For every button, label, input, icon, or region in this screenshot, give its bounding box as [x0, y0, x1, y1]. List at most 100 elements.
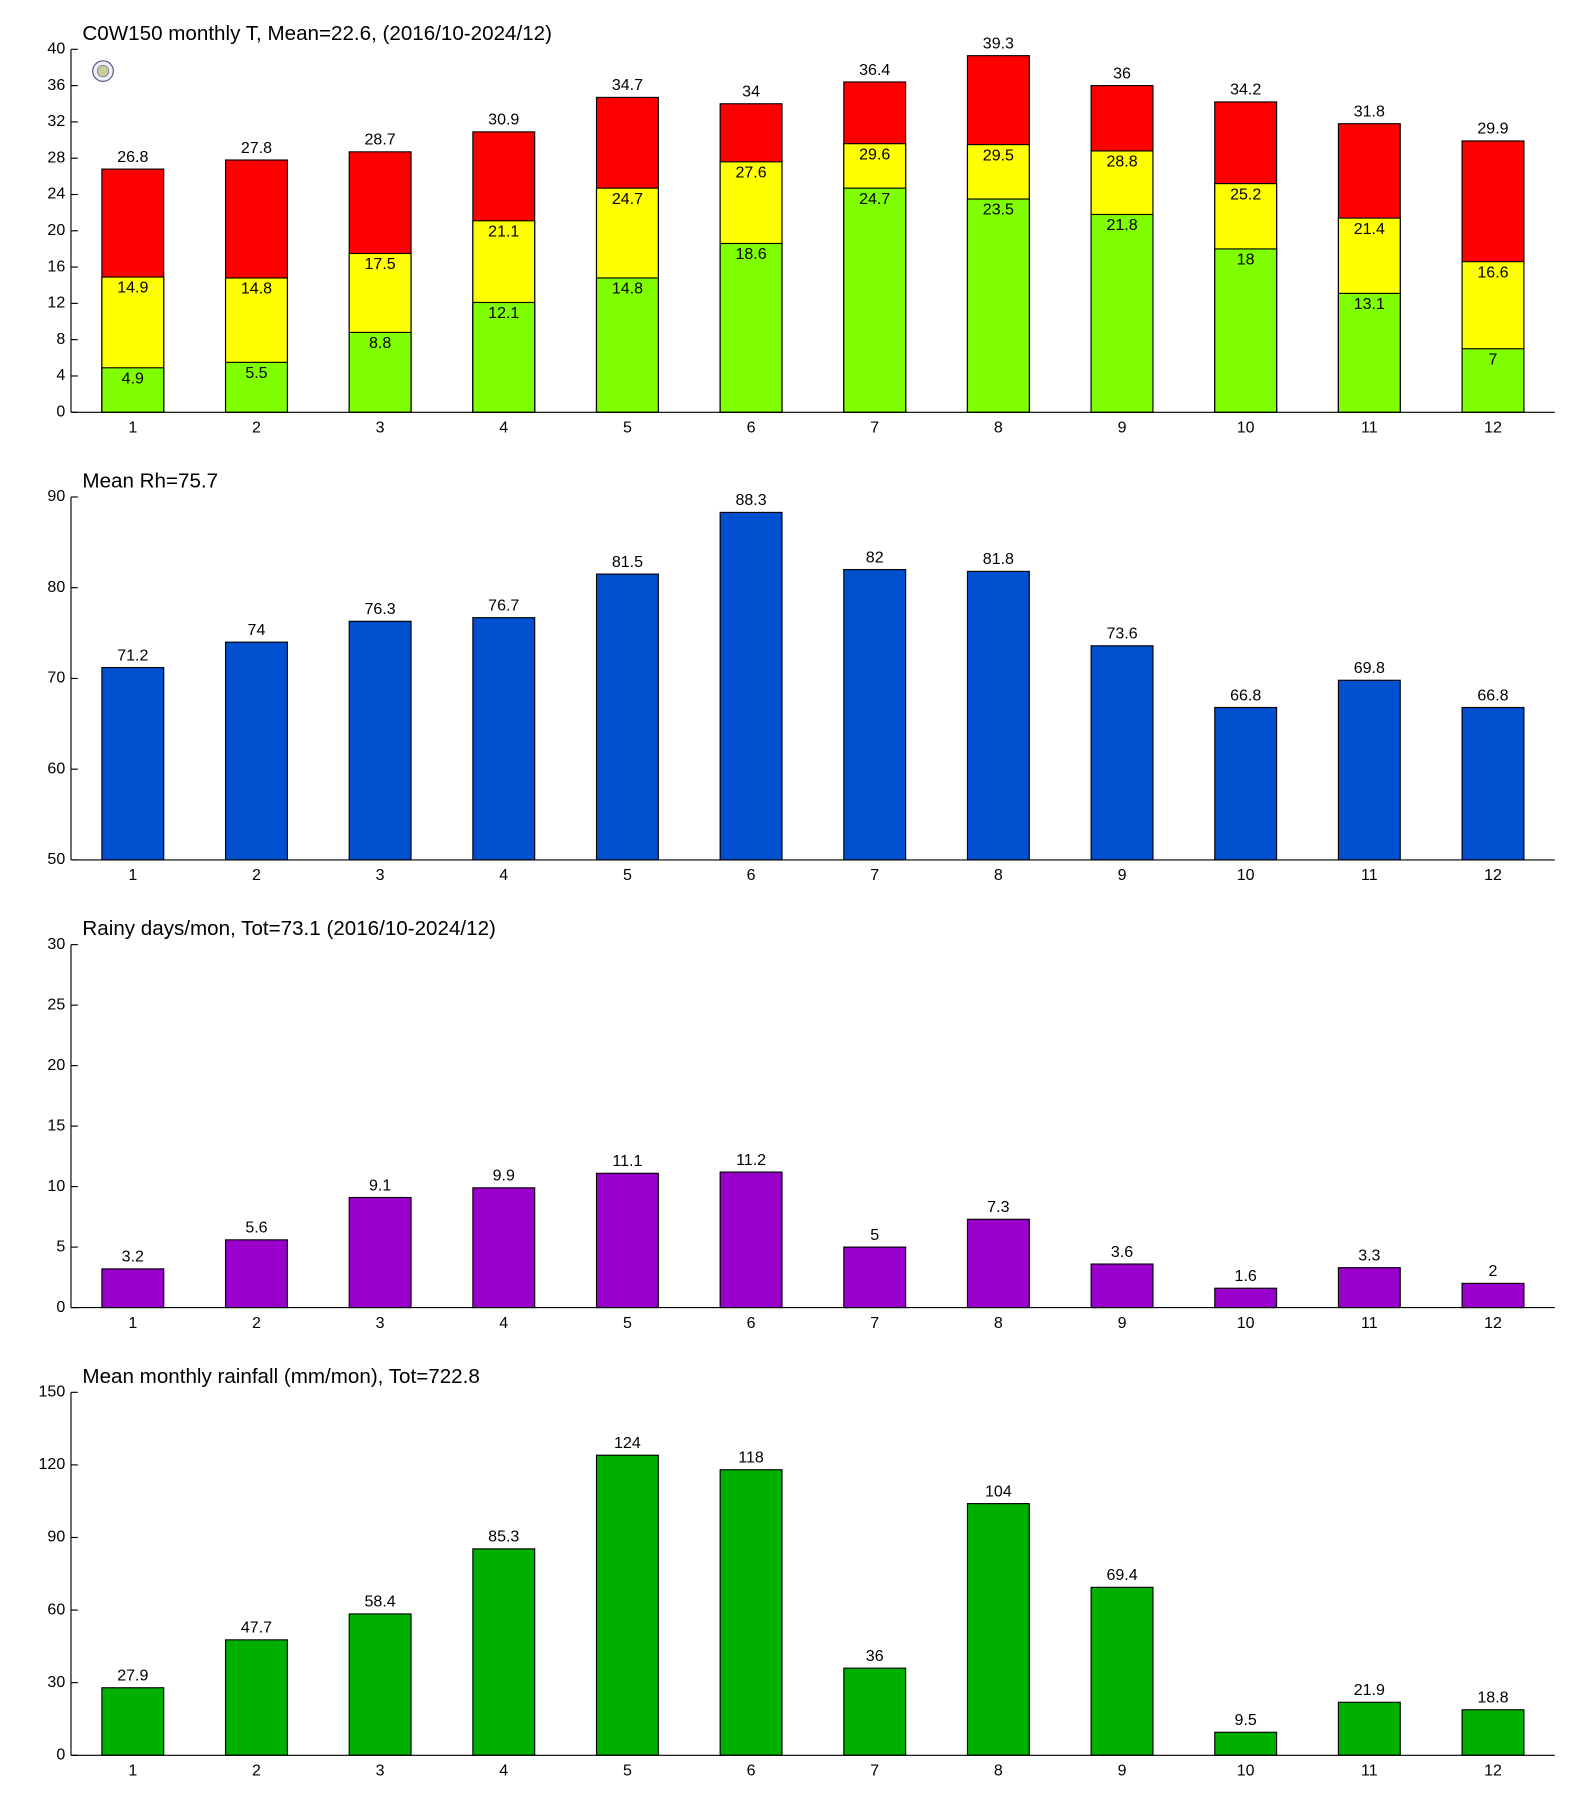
- value-label: 21.9: [1354, 1681, 1385, 1699]
- y-tick-label: 30: [47, 935, 65, 953]
- bar: [719, 242, 783, 413]
- value-label: 69.4: [1106, 1566, 1137, 1584]
- x-tick-label: 10: [1237, 1314, 1255, 1332]
- x-tick-label: 2: [252, 1762, 261, 1780]
- value-label: 18.8: [1477, 1689, 1508, 1707]
- y-tick-label: 90: [47, 1528, 65, 1546]
- value-label: 36: [1113, 64, 1131, 82]
- bar: [966, 1218, 1030, 1309]
- bar: [1090, 1263, 1154, 1309]
- value-label: 1.6: [1235, 1267, 1257, 1285]
- value-label: 31.8: [1354, 103, 1385, 121]
- bar: [101, 1268, 165, 1309]
- bar: [1214, 1731, 1278, 1756]
- x-tick-label: 12: [1484, 866, 1502, 884]
- value-label: 13.1: [1354, 295, 1385, 313]
- bar: [472, 301, 536, 413]
- value-label: 5.6: [245, 1219, 267, 1237]
- value-label: 11.1: [612, 1152, 642, 1170]
- bar: [1214, 1287, 1278, 1309]
- y-tick-label: 8: [56, 330, 65, 348]
- bar: [966, 198, 1030, 413]
- y-tick-label: 70: [47, 669, 65, 687]
- value-label: 24.7: [859, 190, 890, 208]
- chart-title: Rainy days/mon, Tot=73.1 (2016/10-2024/1…: [82, 917, 495, 940]
- bar: [1461, 1709, 1525, 1756]
- bar: [1090, 1586, 1154, 1756]
- y-tick-label: 150: [39, 1383, 66, 1401]
- value-label: 9.1: [369, 1176, 391, 1194]
- x-tick-label: 10: [1237, 419, 1255, 437]
- x-tick-label: 3: [376, 419, 385, 437]
- x-tick-label: 7: [870, 866, 879, 884]
- bar: [966, 1503, 1030, 1756]
- bar: [224, 361, 288, 413]
- x-tick-label: 4: [499, 1314, 508, 1332]
- x-tick-label: 7: [870, 1314, 879, 1332]
- value-label: 12.1: [488, 304, 519, 322]
- x-tick-label: 10: [1237, 866, 1255, 884]
- y-tick-label: 60: [47, 1600, 65, 1618]
- bar: [1090, 645, 1154, 861]
- bar: [472, 1187, 536, 1309]
- x-tick-label: 12: [1484, 1314, 1502, 1332]
- value-label: 14.8: [241, 280, 272, 298]
- value-label: 23.5: [983, 201, 1014, 219]
- x-tick-label: 8: [994, 1314, 1003, 1332]
- y-tick-label: 10: [47, 1177, 65, 1195]
- value-label: 7.3: [987, 1198, 1009, 1216]
- value-label: 5: [870, 1226, 879, 1244]
- x-tick-label: 6: [747, 1762, 756, 1780]
- x-tick-label: 3: [376, 1762, 385, 1780]
- chart-title: C0W150 monthly T, Mean=22.6, (2016/10-20…: [82, 22, 552, 45]
- value-label: 124: [614, 1434, 641, 1452]
- chart-title: Mean monthly rainfall (mm/mon), Tot=722.…: [82, 1365, 479, 1388]
- value-label: 18: [1237, 251, 1255, 269]
- x-tick-label: 4: [499, 419, 508, 437]
- bar: [1461, 706, 1525, 861]
- bar: [224, 1639, 288, 1756]
- value-label: 21.8: [1106, 216, 1137, 234]
- x-tick-label: 5: [623, 1762, 632, 1780]
- bar: [843, 1246, 907, 1309]
- value-label: 34: [742, 83, 760, 101]
- bar: [843, 187, 907, 413]
- x-tick-label: 5: [623, 1314, 632, 1332]
- x-tick-label: 3: [376, 866, 385, 884]
- x-tick-label: 6: [747, 419, 756, 437]
- value-label: 7: [1489, 350, 1498, 368]
- x-tick-label: 10: [1237, 1762, 1255, 1780]
- x-tick-label: 9: [1118, 1314, 1127, 1332]
- y-tick-label: 20: [47, 221, 65, 239]
- bar: [348, 1196, 412, 1309]
- value-label: 3.3: [1358, 1246, 1380, 1264]
- value-label: 3.2: [122, 1248, 144, 1266]
- bar: [719, 1469, 783, 1756]
- value-label: 17.5: [365, 255, 396, 273]
- value-label: 76.3: [365, 600, 396, 618]
- value-label: 88.3: [735, 491, 766, 509]
- x-tick-label: 1: [128, 1314, 137, 1332]
- bar: [595, 1172, 659, 1309]
- value-label: 82: [866, 548, 884, 566]
- y-tick-label: 28: [47, 148, 65, 166]
- value-label: 2: [1489, 1262, 1498, 1280]
- bar: [472, 617, 536, 861]
- value-label: 81.8: [983, 550, 1014, 568]
- value-label: 26.8: [117, 148, 148, 166]
- value-label: 30.9: [488, 111, 519, 129]
- value-label: 85.3: [488, 1528, 519, 1546]
- x-tick-label: 4: [499, 1762, 508, 1780]
- x-tick-label: 5: [623, 866, 632, 884]
- value-label: 74: [248, 621, 266, 639]
- bar: [348, 1613, 412, 1756]
- y-tick-label: 36: [47, 76, 65, 94]
- x-tick-label: 7: [870, 1762, 879, 1780]
- y-tick-label: 0: [56, 1745, 65, 1763]
- value-label: 27.8: [241, 139, 272, 157]
- value-label: 28.7: [365, 131, 396, 149]
- value-label: 11.2: [736, 1151, 766, 1169]
- value-label: 25.2: [1230, 185, 1261, 203]
- value-label: 27.6: [735, 164, 766, 182]
